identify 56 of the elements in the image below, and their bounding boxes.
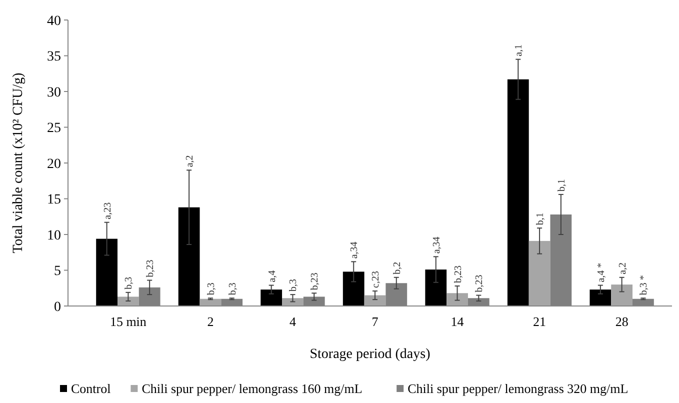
annotation: a,4 * — [596, 262, 607, 282]
annotation: b,3 — [227, 282, 238, 296]
bar — [425, 270, 447, 306]
x-tick-label: 14 — [450, 314, 464, 329]
bar — [260, 290, 282, 306]
x-tick-label: 21 — [533, 314, 546, 329]
annotation: b,3 * — [638, 275, 650, 296]
bar — [590, 290, 612, 306]
y-tick-label: 20 — [47, 156, 61, 172]
y-tick-label: 30 — [47, 85, 61, 100]
annotation: a,2 — [184, 155, 196, 168]
x-axis-title: Storage period (days) — [310, 347, 431, 362]
x-tick-label: 28 — [615, 314, 628, 329]
y-tick-label: 25 — [47, 121, 61, 136]
bar — [507, 79, 529, 306]
y-tick-label: 35 — [47, 50, 61, 65]
bar — [446, 293, 468, 306]
y-tick-label: 5 — [54, 264, 61, 280]
annotation: b,23 — [452, 265, 464, 283]
annotation: a,2 — [617, 262, 628, 274]
x-tick-label: 2 — [207, 314, 214, 329]
bar — [96, 238, 118, 306]
annotation: b,2 — [392, 262, 403, 274]
legend-label: Chili spur pepper/ lemongrass 160 mg/mL — [142, 381, 362, 396]
annotation: a,34 — [349, 242, 360, 259]
y-axis-title: Total viable count (x10² CFU/g) — [11, 72, 26, 254]
bar — [200, 298, 222, 306]
annotation: b,1 — [556, 178, 568, 192]
annotation: b,23 — [310, 272, 321, 290]
annotation: b,3 — [288, 279, 300, 292]
x-tick-label: 7 — [372, 314, 379, 329]
y-tick-label: 10 — [47, 228, 61, 244]
legend-label: Control — [71, 381, 112, 396]
annotation: a,23 — [102, 202, 114, 220]
bar — [117, 296, 139, 306]
y-tick-label: 15 — [47, 192, 61, 208]
x-tick-label: 4 — [289, 314, 296, 329]
x-tick-label: 15 min — [110, 314, 147, 329]
bar — [282, 298, 304, 306]
bar — [528, 240, 550, 306]
annotation: b,3 — [124, 276, 135, 290]
annotation: b,1 — [535, 212, 546, 226]
bar — [611, 284, 633, 306]
y-tick-label: 0 — [54, 300, 61, 315]
annotation: c,23 — [370, 271, 382, 288]
annotation: b,23 — [145, 260, 156, 278]
annotation: a,34 — [431, 236, 442, 254]
bar — [342, 272, 364, 306]
legend-label: Chili spur pepper/ lemongrass 320 mg/mL — [408, 381, 628, 396]
bar — [364, 295, 386, 306]
annotation: b,23 — [474, 274, 486, 292]
annotation: a,1 — [514, 44, 525, 56]
annotation: b,3 — [206, 282, 217, 296]
y-tick-label: 40 — [47, 14, 61, 29]
annotation: a,4 — [266, 270, 278, 282]
bar — [178, 207, 200, 306]
